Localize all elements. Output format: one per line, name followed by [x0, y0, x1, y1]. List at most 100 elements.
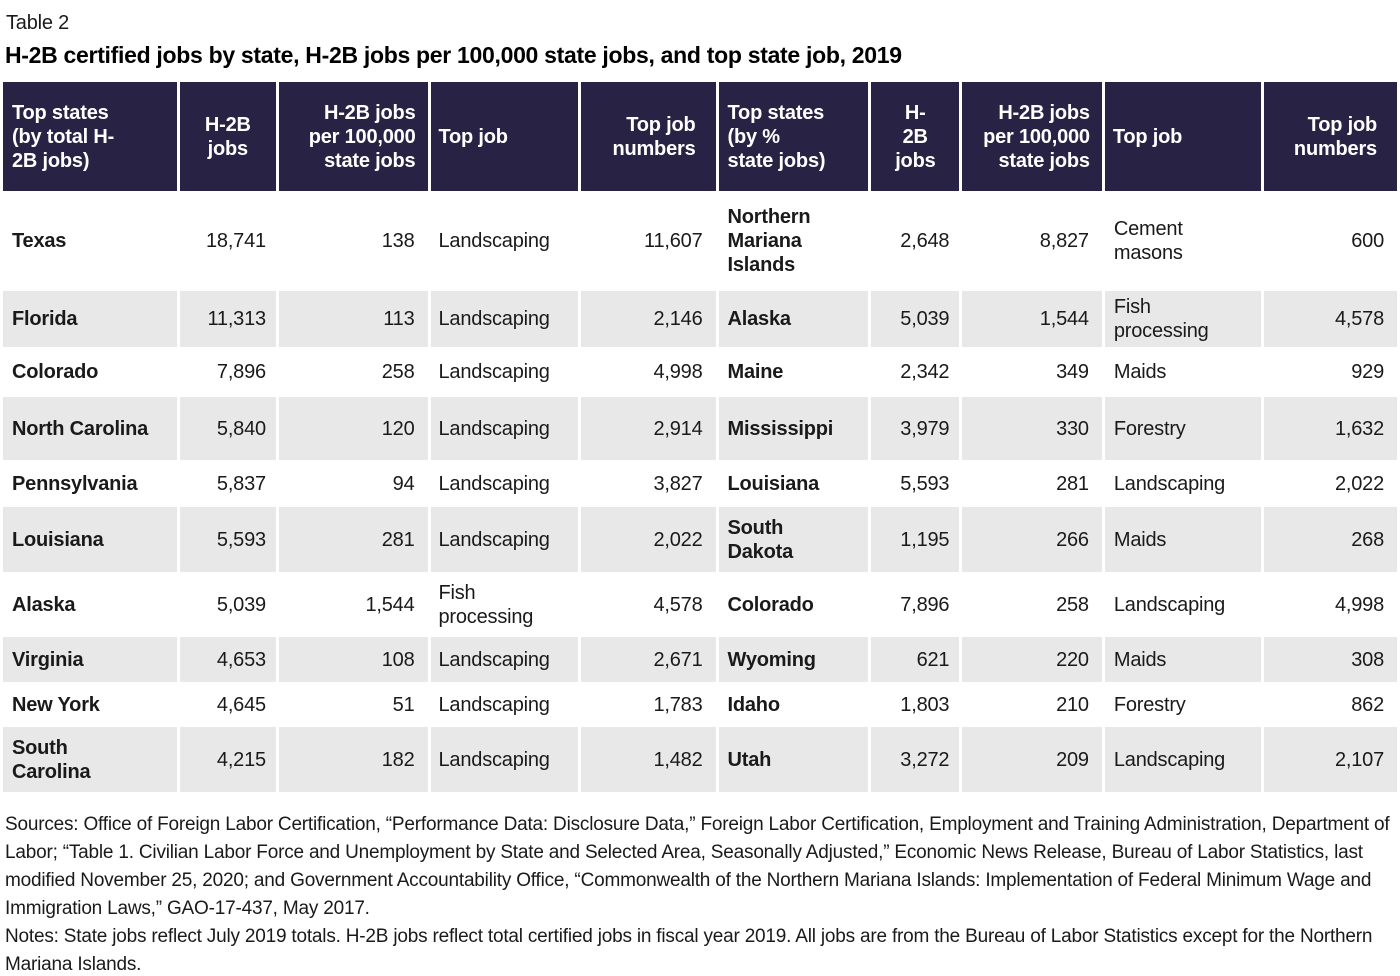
cell-h2b-jobs-right: 5,593 — [868, 460, 963, 507]
cell-state-by-pct: Wyoming — [715, 635, 872, 684]
column-header-top-job-left: Top job — [427, 80, 582, 193]
cell-state-by-pct: Idaho — [715, 682, 872, 727]
cell-state-by-pct: South Dakota — [715, 505, 872, 574]
cell-top-job-numbers-left: 4,998 — [578, 347, 719, 397]
page-title: H-2B certified jobs by state, H-2B jobs … — [5, 42, 902, 68]
cell-top-job-numbers-left: 2,146 — [578, 289, 719, 349]
cell-h2b-jobs-left: 4,645 — [176, 682, 279, 727]
cell-top-job-numbers-right: 929 — [1261, 347, 1400, 397]
header-row: Top states (by total H-2B jobs) H-2B jobs… — [0, 80, 1400, 193]
table-row: Colorado 7,896 258 Landscaping 4,998 Maine 2,3… — [0, 347, 1400, 397]
cell-top-job-numbers-left: 3,827 — [578, 460, 719, 507]
column-header-per-100k-right: H-2B jobs per 100,000 state jobs — [959, 80, 1105, 193]
cell-top-job-numbers-left: 11,607 — [578, 191, 719, 291]
cell-h2b-jobs-right: 3,272 — [868, 725, 963, 794]
cell-per-100k-right: 210 — [959, 682, 1105, 727]
column-header-label: H-2B jobs per 100,000 state jobs — [308, 101, 416, 172]
table-row: Alaska 5,039 1,544 Fish processing 4,578 Colo… — [0, 572, 1400, 637]
cell-h2b-jobs-right: 2,648 — [868, 191, 963, 291]
cell-per-100k-right: 209 — [959, 725, 1105, 794]
cell-h2b-jobs-left: 7,896 — [176, 347, 279, 397]
cell-per-100k-left: 120 — [275, 395, 431, 462]
cell-top-job-left: Fish processing — [427, 572, 582, 637]
cell-per-100k-left: 258 — [275, 347, 431, 397]
cell-h2b-jobs-right: 7,896 — [868, 572, 963, 637]
cell-state-by-pct: Maine — [715, 347, 872, 397]
cell-top-job-numbers-left: 1,783 — [578, 682, 719, 727]
cell-top-job-right: Forestry — [1101, 395, 1265, 462]
cell-per-100k-left: 51 — [275, 682, 431, 727]
cell-state-by-total: Texas — [0, 191, 180, 291]
cell-top-job-numbers-left: 2,671 — [578, 635, 719, 684]
cell-per-100k-left: 94 — [275, 460, 431, 507]
table-row: Louisiana 5,593 281 Landscaping 2,022 South D… — [0, 505, 1400, 574]
cell-top-job-numbers-right: 4,578 — [1261, 289, 1400, 349]
cell-top-job-numbers-right: 600 — [1261, 191, 1400, 291]
column-header-label: H-2B jobs — [204, 113, 251, 160]
cell-top-job-left: Landscaping — [427, 395, 582, 462]
cell-h2b-jobs-left: 4,215 — [176, 725, 279, 794]
table-row: Florida 11,313 113 Landscaping 2,146 Alaska 5,… — [0, 289, 1400, 349]
cell-top-job-numbers-right: 2,107 — [1261, 725, 1400, 794]
cell-state-by-total: Alaska — [0, 572, 180, 637]
cell-top-job-numbers-right: 1,632 — [1261, 395, 1400, 462]
cell-state-by-pct: Colorado — [715, 572, 872, 637]
cell-state-by-total: Louisiana — [0, 505, 180, 574]
cell-top-job-right: Landscaping — [1101, 460, 1265, 507]
table-header: Top states (by total H-2B jobs) H-2B jobs… — [0, 80, 1400, 193]
cell-per-100k-right: 281 — [959, 460, 1105, 507]
cell-state-by-total: Florida — [0, 289, 180, 349]
cell-top-job-right: Fish processing — [1101, 289, 1265, 349]
cell-h2b-jobs-right: 2,342 — [868, 347, 963, 397]
cell-top-job-right: Cement masons — [1101, 191, 1265, 291]
sources-text: Sources: Office of Foreign Labor Certifi… — [5, 814, 1390, 919]
cell-top-job-left: Landscaping — [427, 347, 582, 397]
cell-h2b-jobs-right: 5,039 — [868, 289, 963, 349]
cell-h2b-jobs-left: 5,039 — [176, 572, 279, 637]
cell-h2b-jobs-right: 1,195 — [868, 505, 963, 574]
cell-per-100k-left: 108 — [275, 635, 431, 684]
cell-state-by-pct: Mississippi — [715, 395, 872, 462]
column-header-per-100k-left: H-2B jobs per 100,000 state jobs — [275, 80, 431, 193]
cell-per-100k-right: 258 — [959, 572, 1105, 637]
cell-top-job-right: Maids — [1101, 347, 1265, 397]
table-body: Texas 18,741 138 Landscaping 11,607 Northern … — [0, 191, 1400, 794]
column-header-label: Top states (by total H-2B jobs) — [12, 101, 115, 172]
cell-h2b-jobs-left: 18,741 — [176, 191, 279, 291]
cell-top-job-left: Landscaping — [427, 460, 582, 507]
column-header-label: Top job numbers — [1293, 113, 1377, 160]
notes-text: Notes: State jobs reflect July 2019 tota… — [5, 926, 1373, 975]
column-header-label: H-2B jobs — [895, 101, 936, 172]
cell-top-job-numbers-right: 862 — [1261, 682, 1400, 727]
table-row: Pennsylvania 5,837 94 Landscaping 3,827 Louis… — [0, 460, 1400, 507]
table-row: Virginia 4,653 108 Landscaping 2,671 Wyoming 6… — [0, 635, 1400, 684]
cell-top-job-right: Landscaping — [1101, 572, 1265, 637]
cell-per-100k-left: 138 — [275, 191, 431, 291]
cell-top-job-right: Maids — [1101, 635, 1265, 684]
cell-state-by-pct: Louisiana — [715, 460, 872, 507]
cell-top-job-right: Landscaping — [1101, 725, 1265, 794]
cell-top-job-left: Landscaping — [427, 725, 582, 794]
cell-per-100k-right: 1,544 — [959, 289, 1105, 349]
cell-top-job-numbers-right: 2,022 — [1261, 460, 1400, 507]
column-header-label: Top job — [438, 125, 509, 148]
column-header-label: Top states (by % state jobs) — [727, 101, 826, 172]
column-header-top-job-numbers-left: Top job numbers — [578, 80, 719, 193]
cell-per-100k-left: 113 — [275, 289, 431, 349]
table-label: Table 2 — [6, 12, 70, 34]
column-header-label: Top job numbers — [612, 113, 696, 160]
cell-state-by-total: North Carolina — [0, 395, 180, 462]
column-header-state-by-total: Top states (by total H-2B jobs) — [0, 80, 180, 193]
cell-h2b-jobs-left: 5,837 — [176, 460, 279, 507]
cell-h2b-jobs-right: 621 — [868, 635, 963, 684]
column-header-h2b-jobs-right: H-2B jobs — [868, 80, 963, 193]
cell-state-by-total: Pennsylvania — [0, 460, 180, 507]
column-header-label: Top job — [1112, 125, 1183, 148]
cell-per-100k-right: 220 — [959, 635, 1105, 684]
cell-h2b-jobs-left: 5,840 — [176, 395, 279, 462]
table-footer: Sources: Office of Foreign Labor Certifi… — [0, 811, 1400, 976]
cell-per-100k-left: 1,544 — [275, 572, 431, 637]
column-header-h2b-jobs-left: H-2B jobs — [176, 80, 279, 193]
cell-top-job-numbers-left: 1,482 — [578, 725, 719, 794]
